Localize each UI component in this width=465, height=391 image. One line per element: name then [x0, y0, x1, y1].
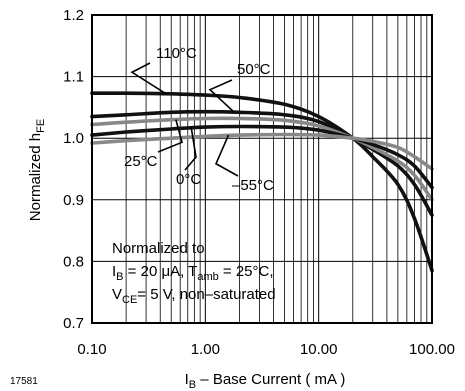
y-tick-label: 0.7: [63, 315, 84, 332]
x-axis-label-main: I: [185, 371, 189, 388]
curve-label-110c: 110°C: [156, 45, 197, 62]
note-line2: IB = 20 μA, Tamb = 25°C,: [112, 263, 274, 283]
x-tick-label: 10.00: [300, 341, 338, 358]
y-tick-label: 0.8: [63, 253, 84, 270]
x-axis-label-rest: – Base Current ( mA ): [196, 371, 345, 388]
series-line-2: [90, 116, 434, 202]
curve-label-minus55c: –55°C: [232, 177, 274, 194]
x-axis-label: IB – Base Current ( mA ): [185, 371, 346, 391]
note-line3-b: = 5 V, non–saturated: [137, 286, 275, 303]
label-leader-1: [208, 79, 235, 113]
note-line3-a-sub: CE: [122, 294, 137, 306]
label-leader-0: [130, 62, 167, 95]
note-line2-a: I: [112, 263, 116, 280]
grid: [92, 15, 432, 323]
y-tick-label: 1.0: [63, 130, 84, 147]
figure-id: 17581: [10, 376, 38, 387]
label-leader-2: [157, 119, 183, 153]
label-leaders: [130, 62, 239, 177]
series-line-0: [90, 91, 434, 273]
x-tick-label: 1.00: [191, 341, 220, 358]
y-axis-label-sub: FE: [35, 119, 47, 133]
x-tick-label: 0.10: [77, 341, 106, 358]
note-line2-c: = 25°C,: [219, 263, 274, 280]
curve-label-25c: 25°C: [124, 153, 158, 170]
note-line2-b-sub: amb: [197, 271, 218, 283]
curve-label-50c: 50°C: [237, 61, 271, 78]
x-axis-label-sub: B: [189, 379, 196, 391]
series-line-3: [90, 124, 434, 190]
note-line2-a-sub: B: [116, 271, 123, 283]
note-line3-a: V: [112, 286, 122, 303]
note-line2-b: = 20 μA, T: [124, 263, 198, 280]
series-line-4: [90, 132, 434, 171]
normalization-note: Normalized to IB = 20 μA, Tamb = 25°C, V…: [112, 240, 276, 306]
tick-labels: 0.7 0.8 0.9 1.0 1.1 1.2 0.10 1.00 10.00 100.00: [63, 7, 455, 358]
series-line-1: [90, 109, 434, 217]
y-tick-label: 1.1: [63, 69, 84, 86]
y-tick-label: 1.2: [63, 7, 84, 24]
y-tick-label: 0.9: [63, 192, 84, 209]
plot-frame: [91, 14, 433, 324]
y-axis-label: Normalized hFE: [27, 119, 47, 221]
note-line1: Normalized to: [112, 240, 205, 257]
series-layer: [90, 91, 434, 273]
label-leader-3: [184, 126, 197, 171]
curve-label-0c: 0°C: [176, 171, 201, 188]
x-tick-label: 100.00: [409, 341, 455, 358]
y-axis-label-main: Normalized h: [27, 133, 44, 221]
label-leader-4: [214, 134, 239, 177]
note-line3: VCE= 5 V, non–saturated: [112, 286, 276, 306]
